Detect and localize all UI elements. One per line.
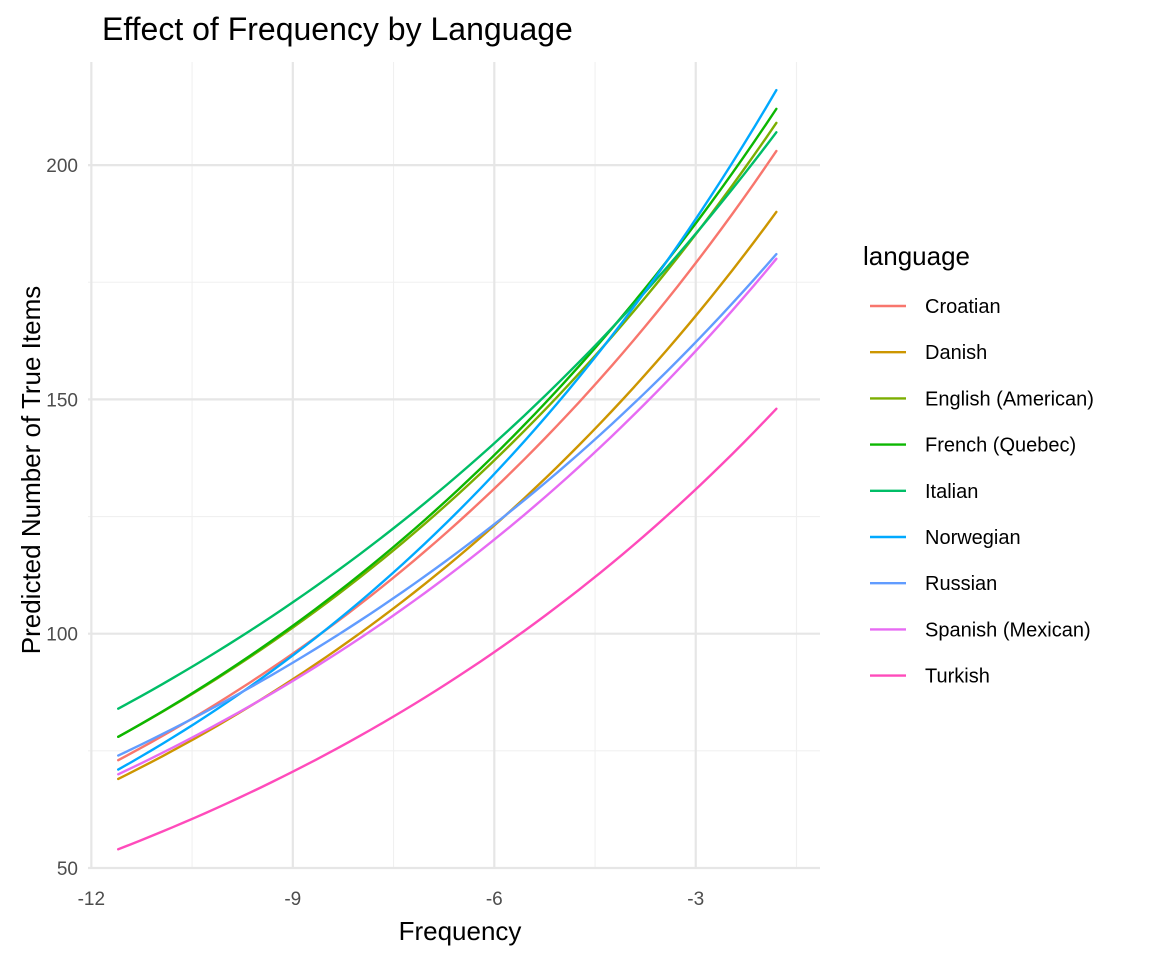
legend-item: English (American) xyxy=(870,388,1094,410)
series-line-norwegian xyxy=(117,88,778,771)
series-line-italian xyxy=(117,131,778,710)
x-axis-title: Frequency xyxy=(399,916,522,946)
series-line-croatian xyxy=(117,149,778,762)
series-line-turkish xyxy=(117,407,778,851)
series-lines xyxy=(117,88,778,851)
series-line-danish xyxy=(117,210,778,781)
legend-item: Russian xyxy=(870,573,997,595)
legend-label: Norwegian xyxy=(925,527,1021,549)
legend-label: Danish xyxy=(925,342,987,364)
series-line-french-quebec xyxy=(117,107,778,738)
axis-ticks: -12 -9 -6 -3 50 100 150 200 xyxy=(46,156,704,910)
y-tick-label: 150 xyxy=(46,390,78,411)
legend-item: Spanish (Mexican) xyxy=(870,619,1091,641)
legend-label: Croatian xyxy=(925,296,1001,318)
legend-label: Russian xyxy=(925,573,997,595)
legend-item: Norwegian xyxy=(870,527,1021,549)
grid xyxy=(88,62,820,870)
y-tick-label: 50 xyxy=(57,859,78,880)
legend-item: French (Quebec) xyxy=(870,435,1076,457)
legend-label: English (American) xyxy=(925,388,1094,410)
legend-item: Croatian xyxy=(870,296,1001,318)
legend-item: Danish xyxy=(870,342,987,364)
legend-title: language xyxy=(863,241,970,271)
x-tick-label: -6 xyxy=(486,889,503,910)
legend: language Croatian Danish English (American… xyxy=(863,241,1094,688)
legend-label: Turkish xyxy=(925,666,990,688)
series-line-russian xyxy=(117,252,778,757)
x-tick-label: -3 xyxy=(687,889,704,910)
legend-label: French (Quebec) xyxy=(925,435,1076,457)
series-line-english-american xyxy=(117,121,778,738)
x-tick-label: -12 xyxy=(78,889,105,910)
x-tick-label: -9 xyxy=(284,889,301,910)
y-axis-title: Predicted Number of True Items xyxy=(16,286,46,654)
legend-item: Turkish xyxy=(870,666,990,688)
y-tick-label: 100 xyxy=(46,625,78,646)
legend-label: Spanish (Mexican) xyxy=(925,619,1091,641)
legend-label: Italian xyxy=(925,481,978,503)
legend-item: Italian xyxy=(870,481,978,503)
y-tick-label: 200 xyxy=(46,156,78,177)
series-line-spanish-mexican xyxy=(117,257,778,776)
chart-title: Effect of Frequency by Language xyxy=(102,11,573,47)
